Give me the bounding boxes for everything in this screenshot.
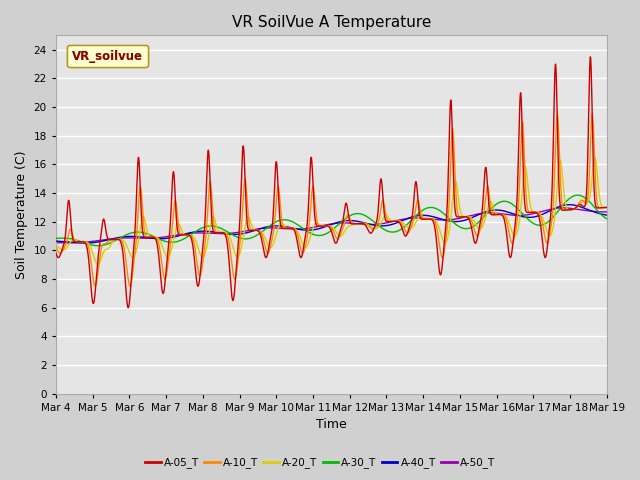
- Legend: A-05_T, A-10_T, A-20_T, A-30_T, A-40_T, A-50_T: A-05_T, A-10_T, A-20_T, A-30_T, A-40_T, …: [141, 453, 499, 472]
- Legend: VR_soilvue: VR_soilvue: [67, 45, 148, 67]
- Y-axis label: Soil Temperature (C): Soil Temperature (C): [15, 150, 28, 279]
- X-axis label: Time: Time: [316, 419, 347, 432]
- Title: VR SoilVue A Temperature: VR SoilVue A Temperature: [232, 15, 431, 30]
